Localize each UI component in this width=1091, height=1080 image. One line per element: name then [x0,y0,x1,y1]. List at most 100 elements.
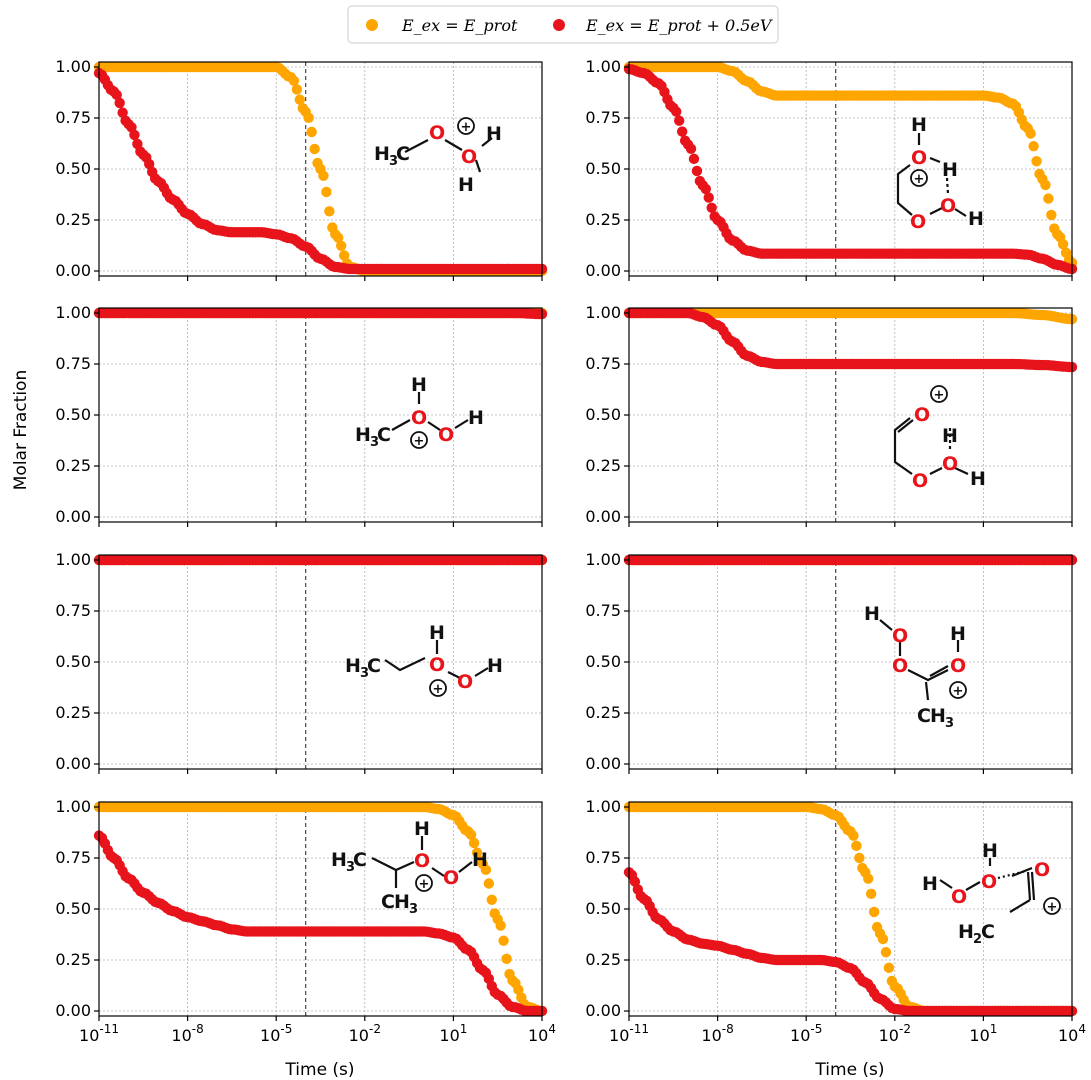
series-red [93,830,548,1017]
atom-o2: O [942,453,958,475]
y-tick-label: 0.75 [55,108,91,127]
panel-0-0: 0.00 0.25 0.50 0.75 1.00 [55,57,548,281]
legend-label-orange: E_ex = E_prot [401,16,518,35]
x-tick-label: 10-11 [79,1022,119,1045]
y-tick-label: 0.50 [585,652,621,671]
series-red [623,554,1078,566]
x-tick-label: 10-11 [609,1022,649,1045]
panel-2-0: 0.00 0.25 0.50 0.75 1.00 [55,550,548,774]
atom-h-right: H [970,468,986,490]
atom-h-right: H [472,849,488,871]
y-tick-label: 1.00 [55,797,91,816]
atom-o1: O [951,886,967,908]
data-point-orange [303,112,314,124]
data-point-orange [291,84,303,95]
atom-sub3: 3 [945,716,954,731]
data-point-orange [1046,209,1057,221]
atom-h3: H [374,143,390,165]
y-tick-label: 0.75 [585,354,621,373]
series-orange [93,801,548,1017]
atom-sub3-a: 3 [346,860,355,875]
molecule-panel-0-0: H 3 C O O H H + [374,117,502,196]
data-point-orange [868,906,880,918]
data-point-orange [848,830,859,841]
charge-plus: + [914,172,925,187]
y-tick-label: 0.25 [55,950,91,969]
atom-o1: O [429,122,445,144]
data-point-orange [335,240,347,251]
y-tick-label: 0.75 [55,354,91,373]
molecule-panel-3-0: H H 3 C C H 3 O O H + [331,818,488,917]
atom-o1: O [429,654,445,676]
data-point-red [129,129,140,141]
y-tick-label: 0.75 [585,601,621,620]
atom-o2: O [892,655,908,677]
atom-h3: H [930,705,946,727]
data-point-orange [486,894,497,906]
atom-h3-a: H [331,849,347,871]
charge-plus: + [433,682,444,697]
legend-label-red: E_ex = E_prot + 0.5eV [585,16,773,35]
y-tick-label: 1.00 [55,303,91,322]
y-tick-label: 0.50 [55,899,91,918]
molecule-panel-1-1: O H O O H + [893,385,986,492]
y-tick-label: 0.25 [585,703,621,722]
atom-h-top: H [411,374,427,396]
atom-h1: H [486,123,502,145]
atom-o3: O [910,211,926,233]
x-axis-title-right: Time (s) [814,1060,884,1080]
molecule-layer: H 3 C O O H H + H O H O O H + H H [331,114,1061,947]
data-point-orange [306,126,317,138]
data-point-red [706,202,717,213]
data-point-red [671,106,682,117]
molecule-panel-2-0: H H 3 C O O H + [345,622,503,697]
atom-c: C [367,655,381,677]
data-point-orange [501,953,512,965]
data-point-orange [495,920,506,931]
data-point-orange [883,962,895,974]
data-point-orange [1031,156,1042,167]
y-tick-label: 0.75 [585,848,621,867]
x-tick-label: 10-2 [349,1022,381,1045]
y-tick-label: 0.25 [585,456,621,475]
atom-h2: H [958,921,974,943]
panel-3-0: 0.00 0.25 0.50 0.75 1.00 10-11 10-8 10-5 10-2 101… [55,797,556,1045]
atom-o1: O [414,850,430,872]
atom-sub3: 3 [370,435,379,450]
data-point-red [111,89,122,101]
data-point-orange [863,873,874,884]
atom-h-right: H [468,407,484,429]
data-point-orange [480,864,492,876]
series-red [93,554,548,566]
y-tick-label: 1.00 [585,797,621,816]
atom-o2: O [981,871,997,893]
y-tick-label: 0.00 [585,507,621,526]
data-point-red [674,115,685,126]
x-tick-label: 104 [1058,1022,1086,1045]
atom-c-a: C [353,849,367,871]
atom-sub3-b: 3 [409,902,418,917]
y-tick-label: 0.00 [585,754,621,773]
series-red [623,63,1078,275]
atom-h-left: H [864,603,880,625]
charge-plus: + [414,434,425,449]
y-tick-label: 0.50 [585,159,621,178]
y-tick-label: 0.25 [585,950,621,969]
y-tick-label: 0.75 [585,108,621,127]
atom-h-left: H [922,873,938,895]
legend-marker-red [553,19,565,31]
legend: E_ex = E_prot E_ex = E_prot + 0.5eV [347,5,779,44]
panel-3-1: 0.00 0.25 0.50 0.75 1.00 10-11 10-8 10-5 10-2 101… [585,797,1086,1045]
atom-o2: O [940,195,956,217]
data-point-orange [865,888,877,900]
x-tick-label: 10-5 [260,1022,292,1045]
y-tick-label: 0.00 [585,1001,621,1020]
data-point-red [629,876,641,887]
y-tick-label: 0.50 [585,405,621,424]
data-point-orange [1040,179,1051,191]
atom-o1: O [892,625,908,647]
atom-o2: O [461,146,477,168]
y-tick-label: 0.50 [585,899,621,918]
atom-o2: O [457,671,473,693]
charge-plus: + [1047,900,1058,915]
